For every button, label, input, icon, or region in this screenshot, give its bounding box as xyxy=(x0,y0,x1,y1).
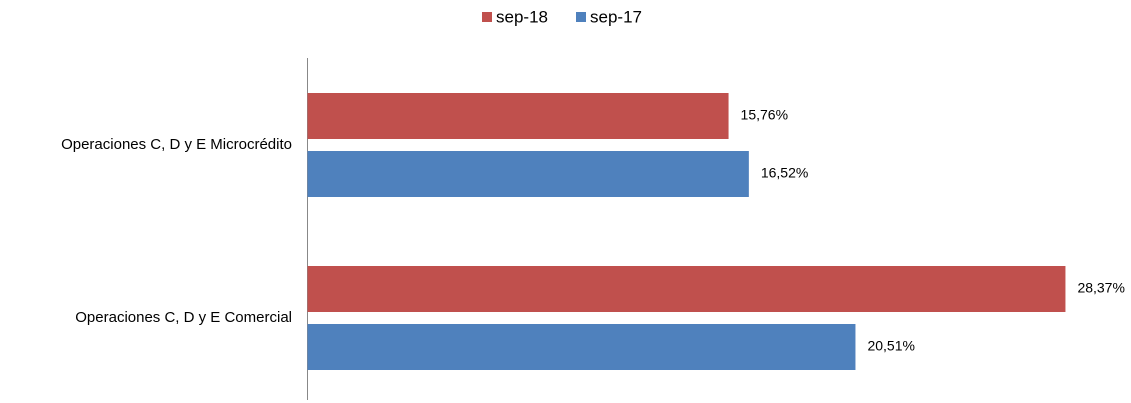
legend-swatch xyxy=(576,12,586,22)
bar xyxy=(307,151,749,197)
legend-label: sep-18 xyxy=(496,7,548,26)
value-label: 28,37% xyxy=(1077,280,1124,296)
bar xyxy=(307,93,729,139)
value-label: 15,76% xyxy=(741,107,788,123)
category-label: Operaciones C, D y E Comercial xyxy=(75,309,292,326)
value-label: 20,51% xyxy=(867,338,914,354)
legend-label: sep-17 xyxy=(590,7,642,26)
legend-swatch xyxy=(482,12,492,22)
value-label: 16,52% xyxy=(761,165,808,181)
bar xyxy=(307,266,1066,312)
category-label: Operaciones C, D y E Microcrédito xyxy=(61,136,292,153)
bar xyxy=(307,324,856,370)
